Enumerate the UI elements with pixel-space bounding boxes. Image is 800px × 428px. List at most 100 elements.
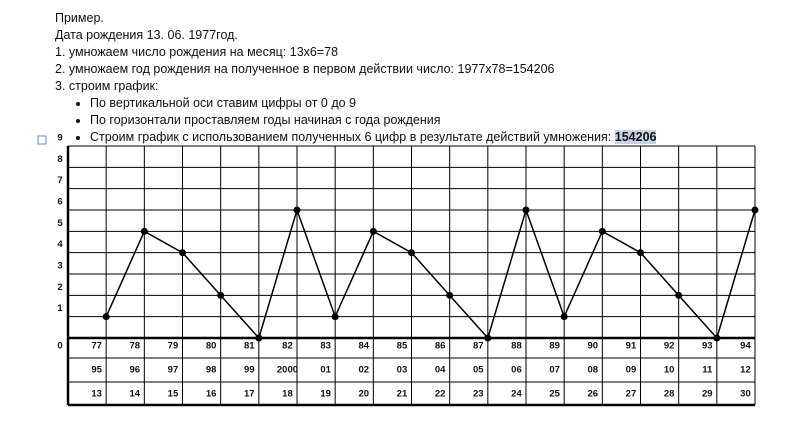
x-tick-label: 24	[511, 389, 522, 400]
x-tick-label: 27	[626, 389, 637, 400]
y-tick-label: 8	[57, 154, 62, 165]
point	[102, 313, 110, 321]
point	[751, 206, 759, 214]
point	[522, 206, 530, 214]
x-tick-label: 14	[130, 389, 141, 400]
x-tick-label: 84	[359, 341, 370, 352]
x-tick-label: 2000	[277, 365, 298, 376]
line: Дата рождения 13. 06. 1977год.	[55, 28, 238, 42]
point	[179, 249, 186, 257]
x-tick-label: 09	[626, 365, 637, 376]
x-tick-label: 93	[702, 341, 713, 352]
x-tick-label: 79	[168, 341, 179, 352]
x-tick-label: 86	[435, 341, 446, 352]
x-tick-label: 10	[664, 365, 675, 376]
x-tick-label: 95	[91, 365, 102, 376]
x-tick-label: 89	[549, 341, 560, 352]
x-tick-label: 98	[206, 365, 217, 376]
x-tick-label: 19	[320, 389, 331, 400]
y-tick-label: 5	[57, 218, 63, 229]
y-tick-label: 9	[57, 133, 62, 144]
x-tick-label: 82	[282, 341, 293, 352]
point	[675, 291, 683, 299]
point	[713, 334, 721, 342]
x-tick-label: 83	[320, 341, 331, 352]
x-tick-label: 16	[206, 389, 217, 400]
point	[408, 249, 415, 257]
line: 3. строим график:	[55, 79, 159, 93]
point	[293, 206, 301, 214]
x-tick-label: 06	[511, 365, 522, 376]
table-handle	[37, 135, 47, 145]
x-tick-label: 80	[206, 341, 217, 352]
y-tick-label: 3	[57, 261, 62, 272]
point	[255, 334, 263, 342]
x-tick-label: 21	[397, 389, 408, 400]
y-tick-label: 2	[57, 282, 62, 293]
y-tick-label: 6	[57, 197, 62, 208]
point	[637, 249, 644, 257]
x-tick-label: 85	[397, 341, 408, 352]
x-tick-label: 02	[359, 365, 370, 376]
bullet-text: Строим график с использованием полученны…	[90, 130, 612, 144]
point	[140, 227, 148, 235]
x-tick-label: 18	[282, 389, 293, 400]
x-tick-label: 15	[168, 389, 179, 400]
point	[331, 313, 339, 321]
line-series	[105, 207, 756, 340]
x-tick-label: 20	[359, 389, 370, 400]
point	[369, 227, 377, 235]
x-tick-label: 12	[740, 365, 751, 376]
x-tick-label: 29	[702, 389, 713, 400]
x-tick-label: 23	[473, 389, 484, 400]
x-tick-label: 91	[626, 341, 637, 352]
x-tick-label: 94	[740, 341, 751, 352]
x-tick-label: 26	[588, 389, 599, 400]
x-tick-label: 88	[511, 341, 522, 352]
x-tick-label: 05	[473, 365, 484, 376]
bullet: По горизонтали проставляем годы начиная …	[90, 112, 656, 129]
bullet-list: По вертикальной оси ставим цифры от 0 до…	[55, 95, 657, 146]
y-tick-label: 0	[57, 341, 62, 352]
bullet-text: По вертикальной оси ставим цифры от 0 до…	[90, 96, 356, 110]
x-tick-label: 01	[320, 365, 331, 376]
x-tick-label: 07	[549, 365, 560, 376]
bullet-text: По горизонтали проставляем годы начиная …	[90, 113, 441, 127]
y-tick-label: 4	[57, 239, 63, 250]
line: 1. умножаем число рождения на месяц: 13х…	[55, 45, 339, 59]
line: 2. умножаем год рождения на полученное в…	[55, 62, 555, 76]
x-tick-label: 28	[664, 389, 675, 400]
x-tick-label: 03	[397, 365, 408, 376]
bullet: По вертикальной оси ставим цифры от 0 до…	[90, 95, 656, 112]
x-tick-label: 11	[702, 365, 713, 376]
x-tick-label: 04	[435, 365, 446, 376]
x-tick-label: 08	[588, 365, 599, 376]
x-tick-label: 22	[435, 389, 446, 400]
highlight: 154206	[614, 130, 657, 144]
y-tick-label: 7	[57, 175, 62, 186]
x-tick-label: 92	[664, 341, 675, 352]
x-tick-label: 13	[91, 389, 102, 400]
x-tick-label: 17	[244, 389, 255, 400]
point	[560, 313, 568, 321]
x-tick-label: 77	[91, 341, 102, 352]
x-tick-label: 90	[588, 341, 599, 352]
line: Пример.	[55, 11, 104, 25]
document: Пример. Дата рождения 13. 06. 1977год. 1…	[55, 10, 657, 146]
x-tick-label: 30	[740, 389, 751, 400]
x-tick-label: 96	[130, 365, 141, 376]
x-tick-label: 78	[130, 341, 141, 352]
point	[446, 291, 454, 299]
y-tick-label: 1	[57, 303, 63, 314]
x-tick-label: 81	[244, 341, 255, 352]
point	[484, 334, 492, 342]
x-tick-label: 25	[549, 389, 560, 400]
x-tick-label: 87	[473, 341, 484, 352]
point	[598, 227, 606, 235]
point	[217, 291, 225, 299]
bullet: Строим график с использованием полученны…	[90, 129, 657, 146]
x-tick-label: 97	[168, 365, 179, 376]
x-tick-label: 99	[244, 365, 255, 376]
